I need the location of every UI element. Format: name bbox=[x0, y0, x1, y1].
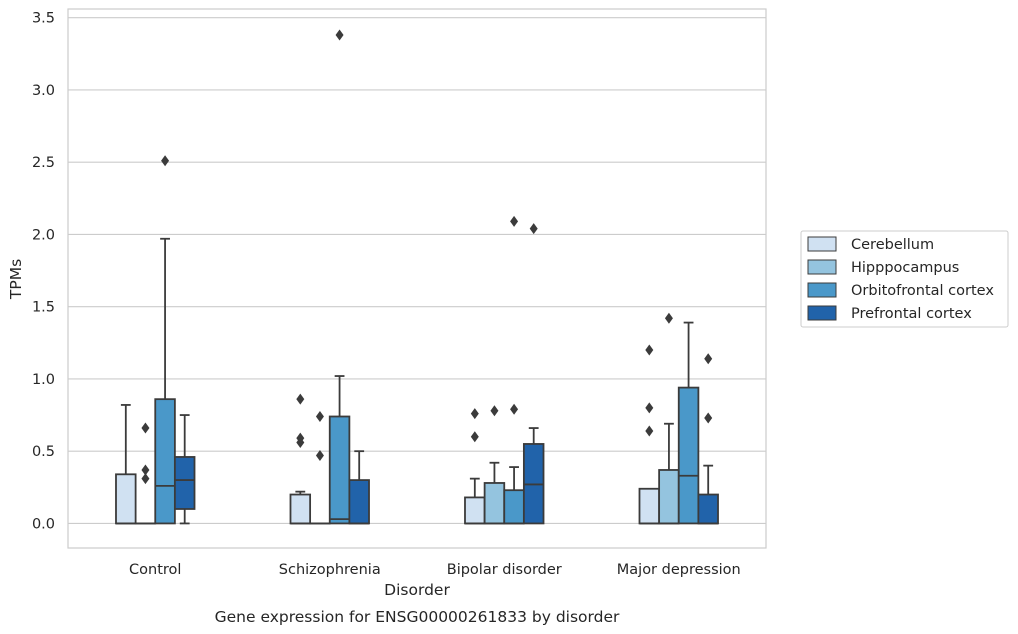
legend-swatch bbox=[807, 282, 837, 298]
y-tick-label: 3.5 bbox=[32, 11, 55, 27]
box-hipppocampus bbox=[134, 422, 157, 525]
box-iqr bbox=[638, 487, 661, 525]
outlier-point bbox=[510, 403, 519, 415]
box-iqr bbox=[348, 479, 370, 525]
box-iqr bbox=[115, 473, 137, 525]
figure-caption: Gene expression for ENSG00000261833 by d… bbox=[215, 608, 620, 626]
box-iqr bbox=[677, 386, 700, 525]
plot-frame bbox=[67, 8, 767, 549]
legend-label: Cerebellum bbox=[851, 237, 934, 253]
box-iqr bbox=[697, 493, 719, 525]
box-hipppocampus bbox=[658, 312, 680, 525]
box-iqr bbox=[658, 469, 680, 525]
box-cerebellum bbox=[115, 404, 137, 525]
outlier-point bbox=[664, 312, 673, 324]
x-axis-label: Disorder bbox=[384, 581, 450, 599]
box-cerebellum bbox=[464, 408, 486, 525]
box-iqr bbox=[464, 496, 486, 525]
outlier-point bbox=[470, 408, 479, 420]
box-orbitofrontal-cortex bbox=[328, 29, 351, 525]
box-prefrontal-cortex bbox=[173, 414, 196, 525]
legend-label: Orbitofrontal cortex bbox=[851, 283, 994, 299]
box-cerebellum bbox=[638, 344, 661, 525]
legend-swatch bbox=[807, 259, 837, 275]
outlier-point bbox=[470, 431, 479, 443]
legend: Cerebellum Hipppocampus Orbitofrontal cort… bbox=[800, 230, 1009, 328]
outlier-point bbox=[645, 425, 654, 437]
outlier-point bbox=[645, 402, 654, 414]
y-tick-label: 2.5 bbox=[32, 155, 55, 171]
y-tick-label: 1.5 bbox=[32, 300, 55, 316]
box-prefrontal-cortex bbox=[697, 353, 719, 525]
box-orbitofrontal-cortex bbox=[677, 321, 700, 525]
legend-label: Prefrontal cortex bbox=[851, 306, 972, 322]
outlier-point bbox=[141, 473, 150, 485]
y-tick-label: 0.5 bbox=[32, 444, 55, 460]
box-iqr bbox=[503, 489, 525, 525]
outlier-point bbox=[645, 344, 654, 356]
box-prefrontal-cortex bbox=[348, 450, 370, 525]
box-hipppocampus bbox=[309, 411, 331, 525]
x-tick-label: Major depression bbox=[617, 562, 741, 578]
box-iqr bbox=[173, 456, 196, 510]
x-tick-label: Control bbox=[129, 562, 181, 578]
legend-label: Hipppocampus bbox=[851, 260, 959, 276]
box-orbitofrontal-cortex bbox=[154, 155, 176, 525]
x-tick-label: Schizophrenia bbox=[279, 562, 381, 578]
box-prefrontal-cortex bbox=[522, 223, 545, 525]
box-iqr bbox=[483, 482, 506, 525]
outlier-point bbox=[296, 393, 305, 405]
outlier-point bbox=[704, 353, 713, 365]
outlier-point bbox=[510, 215, 519, 227]
y-tick-label: 1.0 bbox=[32, 372, 55, 388]
box-hipppocampus bbox=[483, 405, 506, 525]
y-tick-label: 0.0 bbox=[32, 516, 55, 532]
outlier-point bbox=[315, 411, 324, 423]
box-cerebellum bbox=[289, 393, 312, 525]
outlier-point bbox=[529, 223, 538, 235]
outlier-point bbox=[335, 29, 344, 41]
outlier-point bbox=[141, 422, 150, 434]
y-tick-label: 3.0 bbox=[32, 83, 55, 99]
box-iqr bbox=[328, 415, 351, 525]
outlier-point bbox=[315, 450, 324, 462]
box-iqr bbox=[289, 493, 312, 525]
legend-swatch bbox=[807, 305, 837, 321]
outlier-point bbox=[296, 437, 305, 449]
box-orbitofrontal-cortex bbox=[503, 215, 525, 525]
outlier-point bbox=[704, 412, 713, 424]
y-axis-label: TPMs bbox=[7, 259, 25, 300]
outlier-point bbox=[141, 464, 150, 476]
x-tick-label: Bipolar disorder bbox=[447, 562, 562, 578]
y-axis-ticks: 0.0 0.5 1.0 1.5 2.0 2.5 3.0 3.5 bbox=[32, 11, 55, 533]
legend-frame bbox=[800, 230, 1009, 328]
x-axis-ticks: Control Schizophrenia Bipolar disorder Majo… bbox=[129, 562, 741, 578]
legend-swatch bbox=[807, 236, 837, 252]
outlier-point bbox=[161, 155, 170, 167]
box-plot-marks bbox=[115, 29, 719, 525]
outlier-point bbox=[490, 405, 499, 417]
y-tick-label: 2.0 bbox=[32, 227, 55, 243]
box-iqr bbox=[154, 398, 176, 525]
